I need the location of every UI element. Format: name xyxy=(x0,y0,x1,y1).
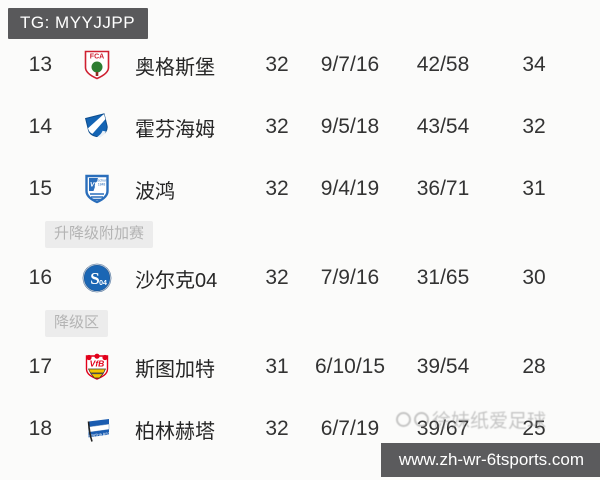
win-draw-loss: 9/5/18 xyxy=(320,115,380,138)
table-row[interactable]: 15 VfL Bochum 1848 波鸿 32 9/4/19 36/71 31 xyxy=(0,158,600,220)
svg-text:Bochum: Bochum xyxy=(95,179,108,183)
table-row[interactable]: 17 VfB 斯图加特 31 6/10/15 39/54 28 xyxy=(0,336,600,398)
goals-for-against: 39/67 xyxy=(416,417,470,440)
points: 30 xyxy=(522,266,546,289)
goals-for-against: 39/54 xyxy=(416,355,470,378)
tg-channel-badge: TG: MYYJJPP xyxy=(8,8,149,39)
augsburg-crest-icon: FCA xyxy=(81,49,113,81)
hoffenheim-crest-icon xyxy=(81,111,113,143)
win-draw-loss: 6/7/19 xyxy=(320,417,380,440)
svg-text:S: S xyxy=(90,269,99,288)
bochum-crest-icon: VfL Bochum 1848 xyxy=(81,173,113,205)
svg-text:04: 04 xyxy=(99,280,107,287)
rank-number: 15 xyxy=(28,177,52,200)
site-url-bar: www.zh-wr-6tsports.com xyxy=(380,443,600,477)
svg-text:VfL: VfL xyxy=(90,182,101,189)
matches-played: 32 xyxy=(265,115,289,138)
schalke-04-crest-icon: S 04 xyxy=(81,262,113,294)
goals-for-against: 42/58 xyxy=(416,53,470,76)
points: 28 xyxy=(522,355,546,378)
stuttgart-crest-icon: VfB xyxy=(81,351,113,383)
table-row[interactable]: 13 FCA 奥格斯堡 32 9/7/16 42/58 34 xyxy=(0,34,600,96)
points: 25 xyxy=(522,417,546,440)
team-name: 沙尔克04 xyxy=(135,269,218,292)
section-label-row: 升降级附加赛 xyxy=(0,221,600,248)
matches-played: 32 xyxy=(265,417,289,440)
matches-played: 31 xyxy=(265,355,289,378)
relegation-zone-label: 降级区 xyxy=(45,310,109,337)
rank-number: 13 xyxy=(28,53,52,76)
site-url-text: www.zh-wr-6tsports.com xyxy=(398,450,584,469)
goals-for-against: 43/54 xyxy=(416,115,470,138)
points: 34 xyxy=(522,53,546,76)
svg-text:1848: 1848 xyxy=(98,183,106,187)
hertha-crest-icon: HERTHA BSC xyxy=(81,413,113,445)
team-name: 柏林赫塔 xyxy=(135,420,215,443)
goals-for-against: 31/65 xyxy=(416,266,470,289)
goals-for-against: 36/71 xyxy=(416,177,470,200)
section-label-row: 降级区 xyxy=(0,310,600,337)
team-name: 奥格斯堡 xyxy=(135,56,215,79)
win-draw-loss: 7/9/16 xyxy=(320,266,380,289)
points: 32 xyxy=(522,115,546,138)
rank-number: 14 xyxy=(28,115,52,138)
standings-table: 13 FCA 奥格斯堡 32 9/7/16 42/58 34 14 xyxy=(0,34,600,460)
matches-played: 32 xyxy=(265,177,289,200)
win-draw-loss: 9/7/16 xyxy=(320,53,380,76)
table-row[interactable]: 14 霍芬海姆 32 9/5/18 43/54 32 xyxy=(0,96,600,158)
team-name: 波鸿 xyxy=(135,180,175,203)
win-draw-loss: 9/4/19 xyxy=(320,177,380,200)
matches-played: 32 xyxy=(265,53,289,76)
rank-number: 16 xyxy=(28,266,52,289)
points: 31 xyxy=(522,177,546,200)
win-draw-loss: 6/10/15 xyxy=(314,355,386,378)
rank-number: 18 xyxy=(28,417,52,440)
table-row[interactable]: 18 HERTHA BSC 柏林赫塔 32 6/7/19 39/67 25 xyxy=(0,398,600,460)
team-name: 霍芬海姆 xyxy=(135,118,215,141)
svg-text:FCA: FCA xyxy=(90,54,104,61)
rank-number: 17 xyxy=(28,355,52,378)
svg-text:HERTHA BSC: HERTHA BSC xyxy=(87,432,111,439)
svg-text:VfB: VfB xyxy=(90,359,105,369)
matches-played: 32 xyxy=(265,266,289,289)
table-row[interactable]: 16 S 04 沙尔克04 32 7/9/16 31/65 30 xyxy=(0,247,600,309)
relegation-playoff-label: 升降级附加赛 xyxy=(45,221,154,248)
team-name: 斯图加特 xyxy=(135,358,215,381)
